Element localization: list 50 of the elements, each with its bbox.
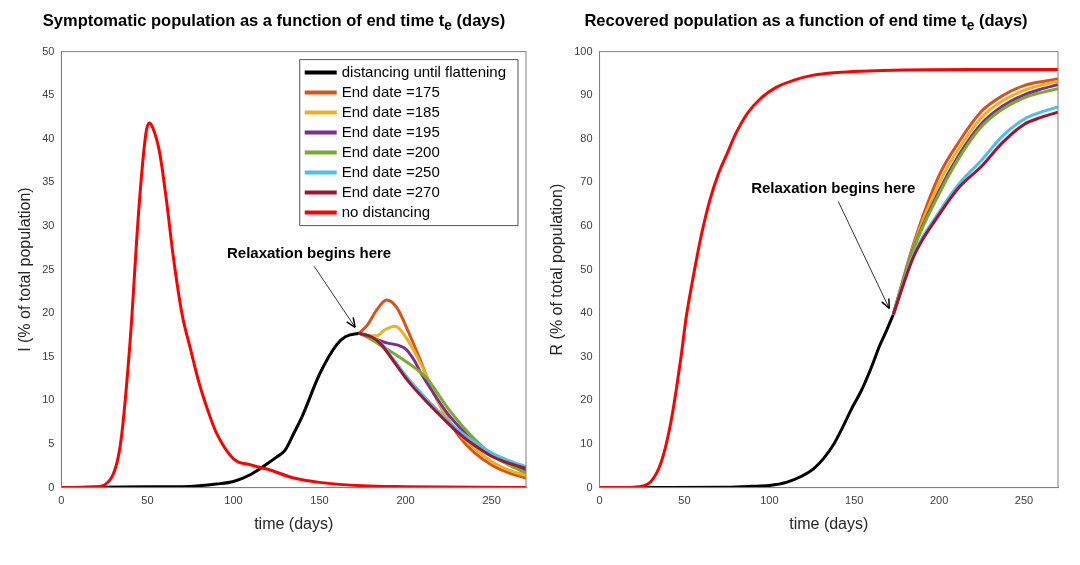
chart-title: Recovered population as a function of end time t$_{e}$ (days) — [583, 10, 1029, 36]
x-tick-label: 200 — [396, 494, 415, 507]
x-tick-label: 250 — [482, 494, 501, 507]
x-tick-label: 200 — [929, 494, 949, 507]
legend-label: End date =175 — [341, 82, 440, 100]
y-tick-label: 20 — [42, 306, 55, 319]
y-tick-label: 20 — [580, 393, 593, 406]
y-axis-title: R (% of total population) — [548, 183, 566, 356]
y-tick-label: 50 — [42, 44, 55, 57]
y-tick-label: 100 — [574, 44, 593, 57]
x-tick-label: 100 — [760, 494, 779, 507]
annotation: Relaxation begins here — [751, 179, 916, 197]
y-tick-label: 45 — [42, 88, 55, 101]
x-tick-label: 50 — [678, 494, 691, 507]
y-tick-label: 15 — [42, 349, 55, 362]
chart-title: Symptomatic population as a function of end time t$_{e}$ (days) — [41, 10, 507, 36]
x-tick-label: 0 — [596, 494, 603, 507]
legend-label: End date =195 — [341, 122, 440, 140]
y-tick-label: 5 — [48, 437, 55, 450]
legend-label: no distancing — [341, 202, 431, 220]
y-tick-label: 10 — [42, 393, 55, 406]
y-axis-title: I (% of total population) — [16, 187, 34, 352]
legend-label: distancing until flattening — [341, 62, 507, 80]
legend-label: End date =250 — [341, 162, 440, 180]
y-tick-label: 0 — [48, 480, 55, 493]
x-tick-label: 150 — [310, 494, 329, 507]
y-tick-label: 25 — [42, 262, 55, 275]
x-tick-label: 100 — [224, 494, 243, 507]
x-axis-title: time (days) — [254, 514, 334, 532]
x-tick-label: 150 — [845, 494, 864, 507]
y-tick-label: 50 — [580, 262, 593, 275]
y-tick-label: 60 — [580, 219, 593, 232]
y-tick-label: 70 — [580, 175, 593, 188]
x-tick-label: 0 — [58, 494, 65, 507]
y-tick-label: 40 — [580, 306, 593, 319]
y-tick-label: 40 — [42, 131, 55, 144]
legend-label: End date =200 — [341, 142, 440, 160]
y-tick-label: 35 — [42, 175, 55, 188]
y-tick-label: 80 — [580, 131, 593, 144]
legend-label: End date =270 — [341, 182, 440, 200]
x-tick-label: 50 — [141, 494, 154, 507]
annotation: Relaxation begins here — [226, 243, 392, 261]
y-tick-label: 0 — [586, 480, 593, 493]
x-axis-title: time (days) — [789, 514, 869, 532]
x-tick-label: 250 — [1014, 494, 1034, 507]
y-tick-label: 30 — [580, 349, 593, 362]
y-tick-label: 30 — [42, 219, 55, 232]
y-tick-label: 10 — [580, 437, 593, 450]
legend-label: End date =185 — [341, 102, 440, 120]
y-tick-label: 90 — [580, 88, 593, 101]
